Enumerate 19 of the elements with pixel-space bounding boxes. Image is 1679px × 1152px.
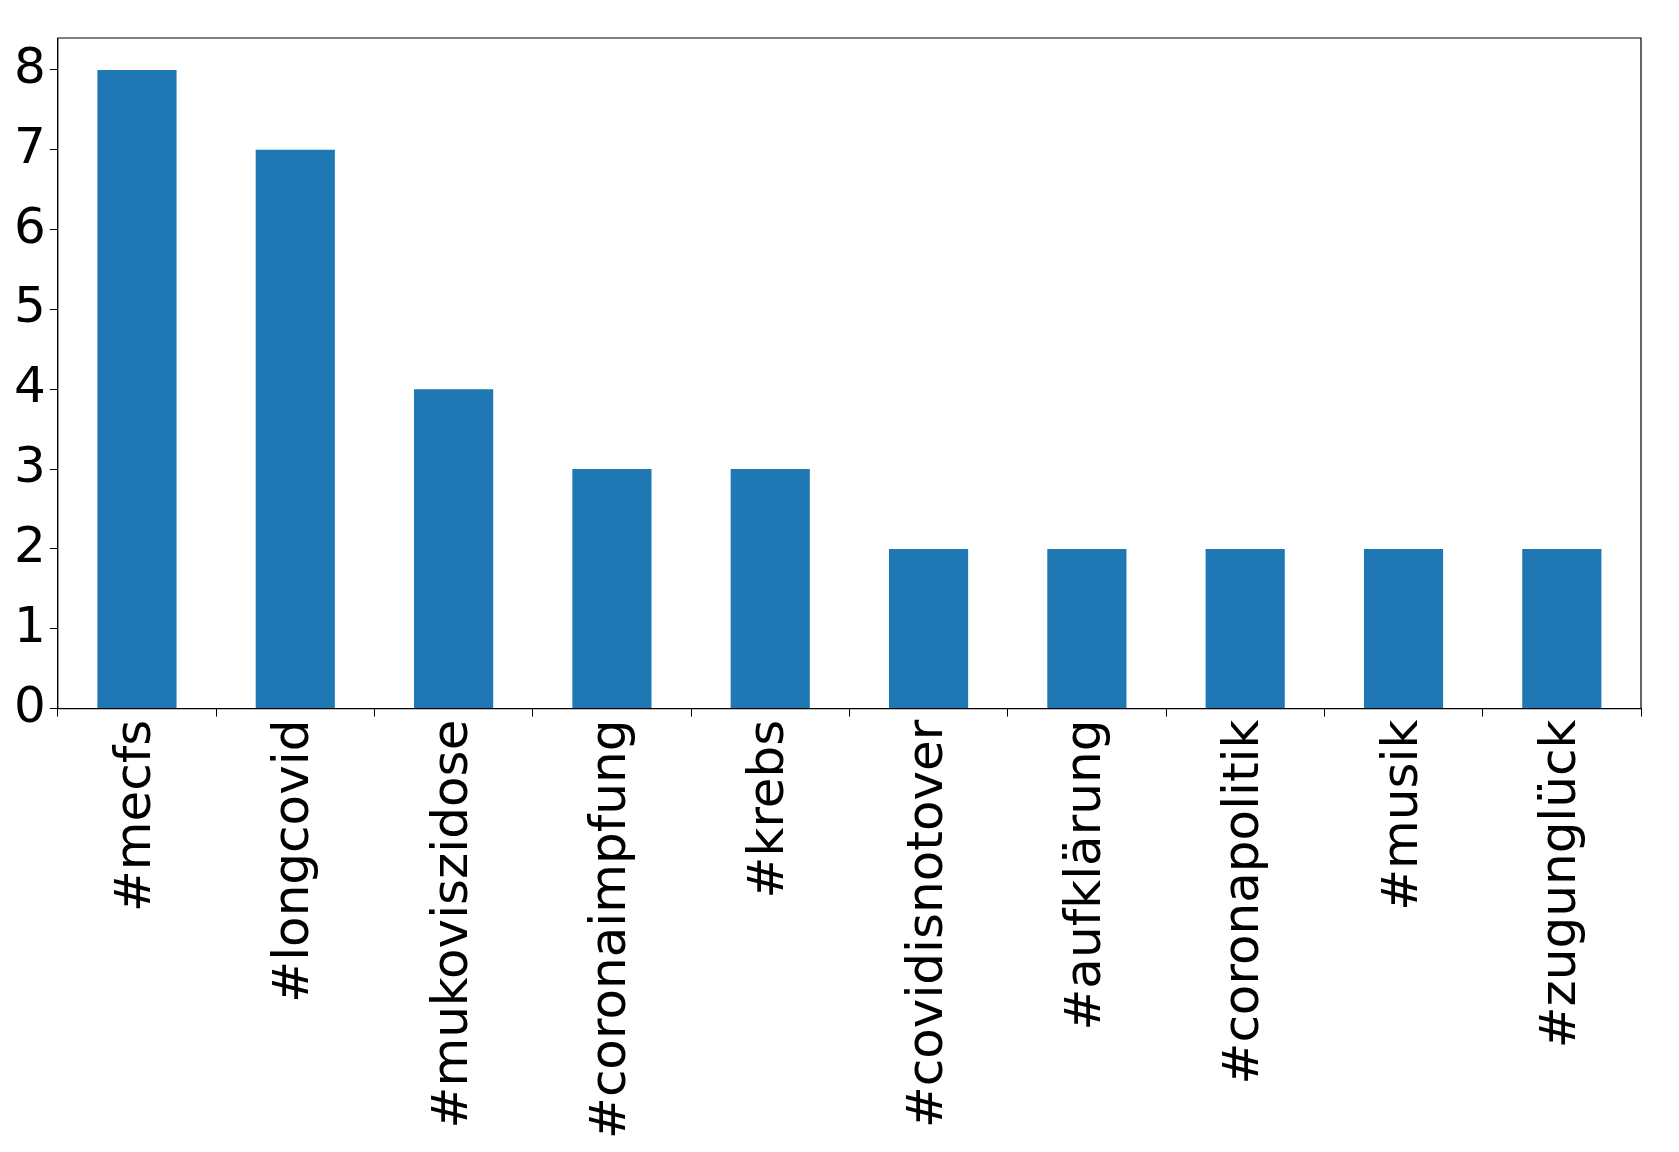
- x-tick-label: #aufklärung: [1053, 719, 1112, 1031]
- y-tick-label: 5: [14, 276, 46, 335]
- x-tick-label: #musik: [1370, 719, 1429, 911]
- y-tick-label: 6: [14, 196, 46, 255]
- x-tick-label: #coronapolitik: [1212, 719, 1271, 1085]
- x-tick-label: #mecfs: [103, 719, 162, 913]
- y-tick-label: 1: [14, 595, 46, 654]
- y-tick-label: 4: [14, 356, 46, 415]
- y-tick-label: 0: [14, 675, 46, 734]
- y-tick-label: 3: [14, 436, 46, 495]
- x-tick-label: #covidisnotover: [895, 719, 954, 1129]
- y-tick-label: 8: [14, 36, 46, 95]
- x-tick-label: #coronaimpfung: [578, 719, 637, 1140]
- x-tick-label: #zugunglück: [1528, 719, 1587, 1049]
- x-tick-label: #krebs: [737, 719, 796, 899]
- y-tick-label: 2: [14, 515, 46, 574]
- y-tick-label: 7: [14, 116, 46, 175]
- x-tick-label: #mukoviszidose: [420, 719, 479, 1129]
- x-tick-label: #longcovid: [262, 719, 321, 1003]
